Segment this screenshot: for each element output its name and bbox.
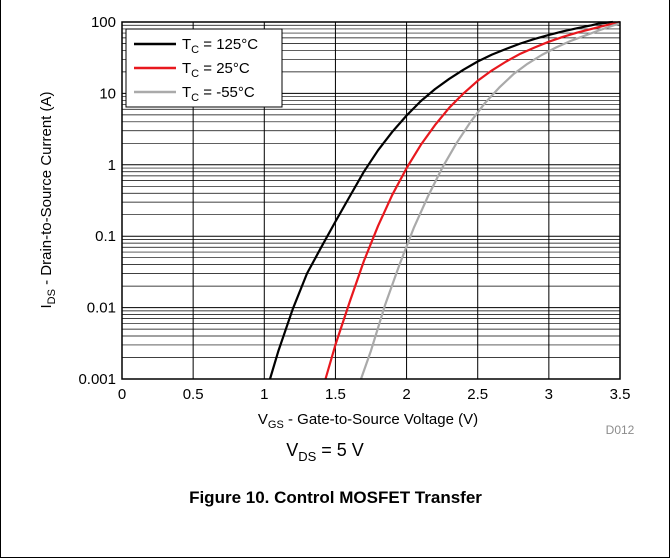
y-axis-label-sub: DS [46,289,58,304]
plot-area-border [121,21,621,380]
legend-label-1: TC = 125°C [182,36,258,56]
x-tick-label: 0.5 [183,386,204,403]
x-tick-label: 3.5 [610,386,631,403]
x-tick-label: 3 [545,386,553,403]
y-tick-label: 10 [99,85,116,102]
x-tick-label: 1.5 [325,386,346,403]
y-axis-label-prefix: I [38,304,55,308]
series-line-2 [324,20,621,380]
y-tick-label: 0.01 [87,300,116,317]
transfer-chart: 0 0.5 1 1.5 2 2.5 3 3.5 0.001 0.01 0.1 1 10 100 TC = … [38,14,635,464]
figure-caption: Figure 10. Control MOSFET Transfer [189,488,482,507]
y-tick-label: 100 [91,14,116,31]
y-tick-label: 1 [108,157,116,174]
legend-label-2: TC = 25°C [182,60,250,80]
x-axis-label-rest: - Gate-to-Source Voltage (V) [284,411,478,428]
series-line-3 [359,22,621,380]
figure-code: D012 [606,423,635,437]
chart-series [268,20,621,380]
tick-labels: 0 0.5 1 1.5 2 2.5 3 3.5 0.001 0.01 0.1 1 10 100 [78,14,630,403]
y-tick-label: 0.001 [78,371,116,388]
test-condition: VDS = 5 V [286,440,364,464]
series-line-1 [268,20,614,380]
x-axis-label-prefix: V [258,411,268,428]
y-tick-label: 0.1 [95,228,116,245]
x-axis-label: VGS - Gate-to-Source Voltage (V) [258,411,478,431]
legend-label-3: TC = -55°C [182,84,255,104]
x-tick-label: 0 [118,386,126,403]
y-axis-label-rest: - Drain-to-Source Current (A) [38,91,55,289]
test-condition-prefix: V [286,440,298,460]
x-axis-label-sub: GS [268,419,284,431]
x-tick-label: 2.5 [467,386,488,403]
test-condition-rest: = 5 V [316,440,364,460]
x-tick-label: 2 [402,386,410,403]
y-axis-label: IDS - Drain-to-Source Current (A) [38,91,58,308]
legend: TC = 125°C TC = 25°C TC = -55°C [125,28,283,108]
x-tick-label: 1 [260,386,268,403]
test-condition-sub: DS [298,449,316,464]
